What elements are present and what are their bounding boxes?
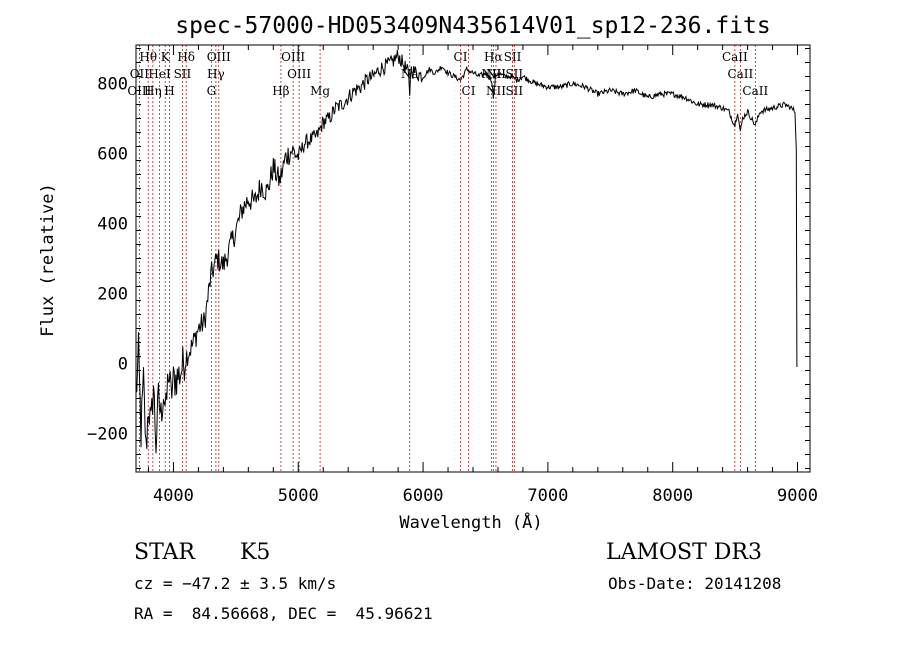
emission-line-label: G	[207, 84, 217, 98]
spectrum-series-line	[135, 50, 798, 454]
emission-line-label: K	[161, 50, 171, 64]
x-tick-label: 5000	[278, 486, 319, 506]
emission-line-label: SII	[505, 84, 523, 98]
observation-date: Obs-Date: 20141208	[608, 574, 782, 593]
emission-line-label: Hγ	[207, 67, 225, 81]
redshift-value: cz = −47.2 ± 3.5 km/s	[134, 574, 337, 593]
x-axis-label: Wavelength (Å)	[399, 511, 542, 533]
y-tick-label: 600	[97, 145, 128, 165]
y-axis-label: Flux (relative)	[38, 183, 58, 337]
emission-line-label: SII	[504, 50, 522, 64]
emission-line-label: Hα	[484, 50, 503, 64]
emission-line-label: HeI	[148, 67, 171, 81]
emission-line-label: OIII	[281, 50, 305, 64]
object-subclass: K5	[240, 540, 271, 565]
emission-line-label: CaII	[727, 67, 753, 81]
y-tick-label: 0	[118, 355, 128, 375]
x-tick-label: 7000	[527, 486, 568, 506]
emission-line-label: Hδ	[177, 50, 195, 64]
emission-line-label: CI	[462, 84, 476, 98]
coordinates: RA = 84.56668, DEC = 45.96621	[134, 604, 433, 623]
emission-line-label: OIII	[207, 50, 231, 64]
emission-line-markers	[138, 45, 756, 472]
object-class: STAR	[134, 540, 195, 565]
emission-line-label: SII	[174, 67, 192, 81]
x-tick-label: 4000	[153, 486, 194, 506]
x-tick-label: 9000	[777, 486, 818, 506]
y-tick-label: 200	[97, 285, 128, 305]
chart-title: spec-57000-HD053409N435614V01_sp12-236.f…	[175, 13, 770, 39]
axis-ticks: 4000 5000 6000 7000 8000 9000 −200 0 200 400 600 80…	[87, 45, 818, 506]
emission-line-label: CaII	[722, 50, 748, 64]
emission-line-label: OIII	[287, 67, 311, 81]
emission-line-label: NII	[486, 67, 506, 81]
emission-line-label: NII	[486, 84, 506, 98]
emission-line-label: Mg	[310, 84, 330, 98]
emission-line-label: CaII	[742, 84, 768, 98]
x-tick-label: 6000	[403, 486, 444, 506]
emission-line-label: Hθ	[139, 50, 157, 64]
emission-line-label: Hβ	[272, 84, 289, 98]
survey-name: LAMOST DR3	[606, 540, 762, 565]
y-tick-label: 400	[97, 215, 128, 235]
y-tick-label: 800	[97, 75, 128, 95]
emission-line-label: OII	[130, 67, 150, 81]
emission-line-label: H	[164, 84, 174, 98]
emission-line-label: CI	[454, 50, 468, 64]
emission-line-label: NII	[481, 67, 501, 81]
emission-line-label: Hη	[144, 84, 162, 98]
y-tick-label: −200	[87, 425, 128, 445]
plot-frame	[135, 44, 811, 473]
x-tick-label: 8000	[652, 486, 693, 506]
